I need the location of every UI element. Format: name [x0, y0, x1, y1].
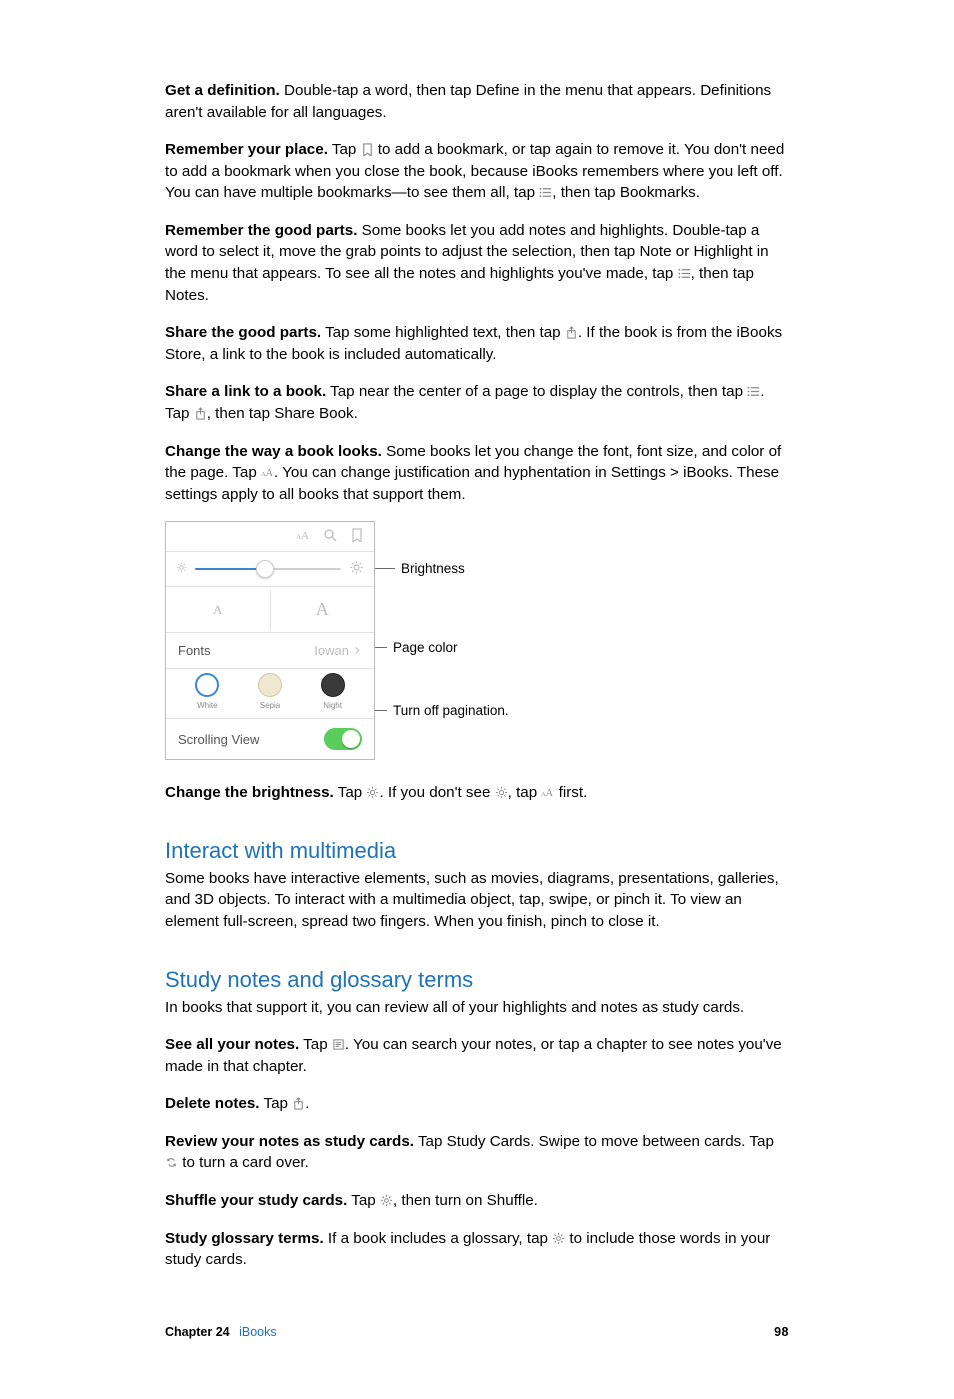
- brightness-slider-row: [166, 552, 374, 587]
- color-option-white[interactable]: White: [195, 673, 219, 710]
- list-icon: [678, 267, 691, 280]
- footer-page-number: 98: [774, 1325, 789, 1339]
- gear-icon: [380, 1194, 393, 1207]
- footer-title: iBooks: [239, 1325, 277, 1339]
- brightness-icon: [495, 786, 508, 799]
- share-icon: [194, 407, 207, 420]
- para-see-notes: See all your notes. Tap . You can search…: [165, 1034, 789, 1077]
- para-delete-notes: Delete notes. Tap .: [165, 1093, 789, 1115]
- scrolling-view-row: Scrolling View: [166, 719, 374, 759]
- para-share-good-parts: Share the good parts. Tap some highlight…: [165, 322, 789, 365]
- para-study-intro: In books that support it, you can review…: [165, 997, 789, 1019]
- flip-icon: [165, 1156, 178, 1169]
- search-icon[interactable]: [323, 528, 337, 545]
- share-icon: [565, 326, 578, 339]
- brightness-low-icon: [176, 562, 187, 576]
- footer-chapter: Chapter 24: [165, 1325, 230, 1339]
- text-smaller-button[interactable]: A: [166, 590, 271, 630]
- page-footer: Chapter 24 iBooks 98: [165, 1325, 789, 1339]
- scrolling-view-label: Scrolling View: [178, 732, 259, 747]
- scrolling-view-switch[interactable]: [324, 728, 362, 750]
- brightness-slider[interactable]: [195, 568, 341, 570]
- para-multimedia: Some books have interactive elements, su…: [165, 868, 789, 933]
- text-size-row: A A: [166, 587, 374, 633]
- brightness-high-icon: [349, 560, 364, 578]
- font-size-icon: [541, 786, 554, 799]
- section-heading-multimedia: Interact with multimedia: [165, 838, 789, 864]
- share-icon: [292, 1097, 305, 1110]
- page-content: Get a definition. Double-tap a word, the…: [0, 0, 954, 1399]
- bookmark-icon: [361, 143, 374, 156]
- section-heading-study: Study notes and glossary terms: [165, 967, 789, 993]
- page-color-row: White Sepia Night: [166, 669, 374, 719]
- color-option-sepia[interactable]: Sepia: [258, 673, 282, 710]
- panel-topbar: [166, 522, 374, 552]
- para-review-cards: Review your notes as study cards. Tap St…: [165, 1131, 789, 1174]
- para-get-definition: Get a definition. Double-tap a word, the…: [165, 80, 789, 123]
- para-remember-place: Remember your place. Tap to add a bookma…: [165, 139, 789, 204]
- color-option-night[interactable]: Night: [321, 673, 345, 710]
- para-remember-good-parts: Remember the good parts. Some books let …: [165, 220, 789, 306]
- chevron-right-icon: [353, 646, 362, 655]
- gear-icon: [552, 1232, 565, 1245]
- list-icon: [747, 385, 760, 398]
- appearance-panel: A A Fonts Iowan White Sepia Night: [165, 521, 789, 760]
- fonts-label: Fonts: [178, 643, 211, 658]
- list-icon: [539, 186, 552, 199]
- para-glossary-terms: Study glossary terms. If a book includes…: [165, 1228, 789, 1271]
- fonts-value: Iowan: [314, 643, 362, 658]
- fonts-row[interactable]: Fonts Iowan: [166, 633, 374, 669]
- callout-page-color: Page color: [375, 640, 458, 655]
- para-shuffle-cards: Shuffle your study cards. Tap , then tur…: [165, 1190, 789, 1212]
- para-share-link: Share a link to a book. Tap near the cen…: [165, 381, 789, 424]
- font-size-icon[interactable]: [296, 528, 310, 545]
- para-change-brightness: Change the brightness. Tap . If you don'…: [165, 782, 789, 804]
- callout-pagination: Turn off pagination.: [375, 703, 509, 718]
- brightness-icon: [366, 786, 379, 799]
- text-larger-button[interactable]: A: [271, 587, 375, 632]
- bookmark-icon[interactable]: [350, 528, 364, 545]
- para-change-look: Change the way a book looks. Some books …: [165, 441, 789, 506]
- notes-icon: [332, 1038, 345, 1051]
- callout-brightness: Brightness: [375, 561, 465, 576]
- font-size-icon: [261, 466, 274, 479]
- appearance-panel-shot: A A Fonts Iowan White Sepia Night: [165, 521, 375, 760]
